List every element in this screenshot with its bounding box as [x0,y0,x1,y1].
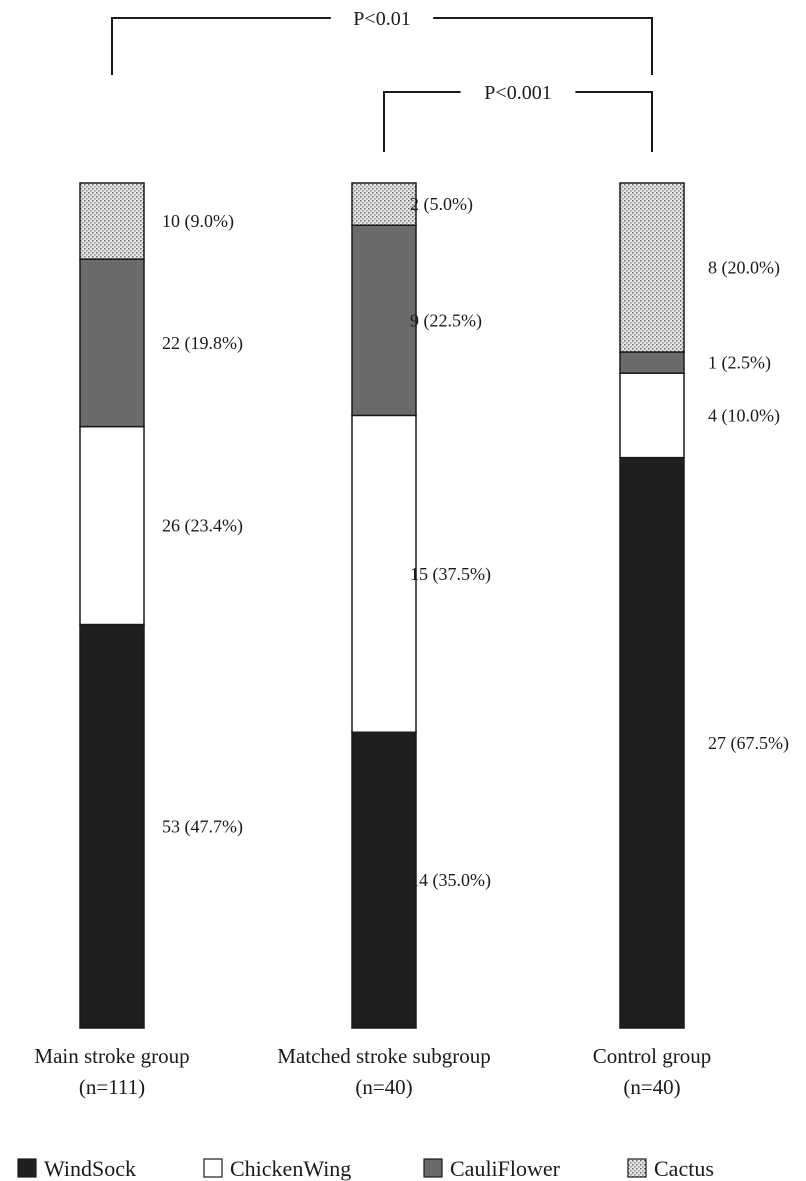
bar-segment-chickenwing-0 [79,425,145,626]
legend-swatch-chickenwing [203,1158,223,1178]
data-label-cactus-2: 8 (20.0%) [708,258,780,279]
significance-bracket-left-0 [111,17,331,75]
data-label-windsock-0: 53 (47.7%) [162,816,243,837]
bar-segment-cauliflower-1 [351,224,417,417]
bar-segment-windsock-0 [79,623,145,1029]
legend-swatch-windsock [17,1158,37,1178]
bar-segment-cauliflower-0 [79,258,145,428]
legend-label-cauliflower: CauliFlower [450,1156,561,1181]
data-label-windsock-2: 27 (67.5%) [708,733,789,754]
bar-segment-cauliflower-2 [619,351,685,374]
data-label-chickenwing-1: 15 (37.5%) [410,564,491,585]
category-label-1: Matched stroke subgroup [277,1044,490,1068]
significance-bracket-right-0 [433,17,653,75]
data-label-chickenwing-0: 26 (23.4%) [162,516,243,537]
data-label-chickenwing-2: 4 (10.0%) [708,405,780,426]
bar-segment-windsock-1 [351,731,417,1029]
legend-label-cactus: Cactus [654,1156,714,1181]
data-label-cauliflower-2: 1 (2.5%) [708,353,771,374]
category-n-label-0: (n=111) [79,1075,145,1099]
segment-labels: 53 (47.7%) 26 (23.4%) 22 (19.8%) 10 (9.0%) 1… [162,194,789,891]
category-label-0: Main stroke group [34,1044,189,1068]
bar-segment-cactus-1 [351,182,417,226]
data-label-cauliflower-0: 22 (19.8%) [162,333,243,354]
legend-label-windsock: WindSock [44,1156,136,1181]
significance-bracket-right-1 [575,91,653,152]
bar-segment-cactus-2 [619,182,685,353]
legend-label-chickenwing: ChickenWing [230,1156,351,1181]
bar-segment-chickenwing-1 [351,414,417,733]
data-label-windsock-1: 14 (35.0%) [410,870,491,891]
bar-segment-chickenwing-2 [619,372,685,459]
significance-brackets: P<0.01 P<0.001 [111,8,653,152]
significance-label-1: P<0.001 [484,82,551,104]
category-label-2: Control group [593,1044,711,1068]
legend-swatch-cauliflower [423,1158,443,1178]
significance-bracket-left-1 [383,91,461,152]
data-label-cauliflower-1: 9 (22.5%) [410,310,482,331]
significance-label-0: P<0.01 [353,8,410,30]
data-label-cactus-0: 10 (9.0%) [162,211,234,232]
bar-segment-cactus-0 [79,182,145,260]
data-label-cactus-1: 2 (5.0%) [410,194,473,215]
bars [79,182,685,1029]
legend-swatch-cactus [627,1158,647,1178]
category-n-label-2: (n=40) [623,1075,680,1099]
category-n-label-1: (n=40) [355,1075,412,1099]
group-labels: Main stroke group (n=111) Matched stroke s… [34,1044,711,1099]
legend: WindSock ChickenWing CauliFlower Cactus [17,1156,714,1181]
bar-segment-windsock-2 [619,456,685,1029]
